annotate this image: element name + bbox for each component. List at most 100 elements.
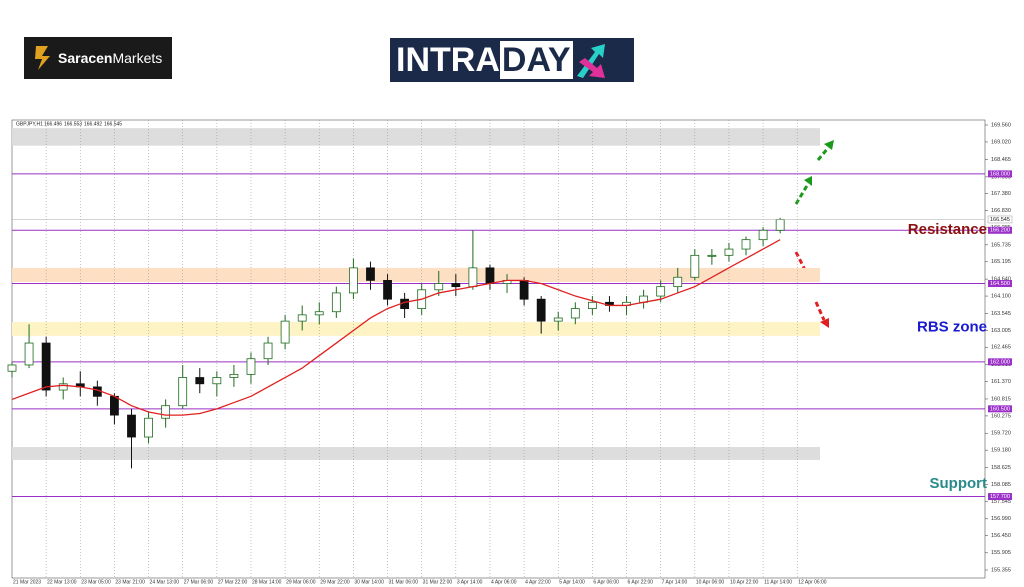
level-tag <box>988 226 1012 234</box>
x-tick-label: 4 Apr 06:00 <box>491 579 517 585</box>
y-tick-label: 157.545 <box>991 499 1011 505</box>
candle-body <box>366 267 375 281</box>
y-tick-label: 158.625 <box>991 465 1011 471</box>
candle-body <box>58 383 68 391</box>
x-tick-label: 10 Apr 06:00 <box>696 579 725 585</box>
y-tick-label: 163.005 <box>991 328 1011 334</box>
x-tick-label: 30 Mar 14:00 <box>354 579 384 585</box>
x-tick-label: 23 Mar 21:00 <box>115 579 145 585</box>
level-tag <box>988 280 1012 288</box>
x-tick-label: 27 Mar 06:00 <box>184 579 214 585</box>
y-tick-label: 159.180 <box>991 448 1011 454</box>
candle-body <box>570 308 580 319</box>
moving-average <box>11 239 781 416</box>
x-tick-label: 29 Mar 06:00 <box>286 579 316 585</box>
candle-body <box>758 229 768 241</box>
badge-arrows <box>576 44 605 78</box>
candle-body <box>127 414 136 438</box>
candle-body <box>536 298 546 322</box>
y-tick-label: 166.830 <box>991 208 1011 214</box>
candle-body <box>161 405 171 419</box>
y-tick-label: 155.905 <box>991 550 1011 556</box>
badge-left: INTRA <box>396 40 500 79</box>
x-tick-label: 27 Mar 22:00 <box>218 579 248 585</box>
candle-body <box>178 377 188 407</box>
brand-icon <box>35 46 50 70</box>
arrows <box>794 140 834 328</box>
candle-body <box>553 317 563 322</box>
y-tick-label: 159.720 <box>991 431 1011 437</box>
y-tick-label: 165.195 <box>991 259 1011 265</box>
quote-value: 166.545 <box>104 121 122 127</box>
brand-logo: SaracenMarkets <box>24 37 172 79</box>
candle-body <box>434 283 444 291</box>
candle-body <box>724 248 734 256</box>
arrow-down <box>814 301 826 321</box>
y-tick-label: 161.370 <box>991 379 1011 385</box>
y-tick-label: 158.085 <box>991 482 1011 488</box>
x-tick-label: 4 Apr 22:00 <box>525 579 551 585</box>
candle-body <box>246 358 256 375</box>
quote-value: 166.496 <box>44 121 62 127</box>
level-tag <box>988 405 1012 413</box>
arrow-head <box>804 176 812 186</box>
candle-body <box>263 342 273 360</box>
quote: 166.496 166.553 166.492 166.545 <box>44 121 122 127</box>
candle-body <box>707 254 717 257</box>
zone <box>12 128 820 146</box>
candle-body <box>41 342 51 391</box>
badge-right: DAY <box>499 41 573 79</box>
x-tick-label: 5 Apr 14:00 <box>559 579 585 585</box>
candle-body <box>485 267 495 284</box>
y-tick-label: 156.990 <box>991 516 1011 522</box>
y-tick-label: 164.640 <box>991 277 1011 283</box>
candle-body <box>741 239 751 250</box>
y-tick-label: 168.465 <box>991 157 1011 163</box>
y-tick-label: 169.560 <box>991 122 1011 128</box>
annotation: RBS zone <box>917 318 987 335</box>
candle-body <box>24 342 34 366</box>
price-tag-label: 166.545 <box>990 217 1010 223</box>
candle-body <box>383 279 392 300</box>
x-tick-label: 29 Mar 22:00 <box>320 579 350 585</box>
y-tick-label: 163.545 <box>991 311 1011 317</box>
x-tick-label: 31 Mar 06:00 <box>389 579 419 585</box>
y-tick-label: 169.020 <box>991 139 1011 145</box>
candle-body <box>451 283 461 288</box>
x-tick-label: 23 Mar 05:00 <box>81 579 111 585</box>
level-tag-label: 164.500 <box>990 281 1010 287</box>
candle-body <box>775 219 785 231</box>
plot-frame <box>11 119 986 579</box>
price-tag <box>987 215 1013 224</box>
candle-body <box>690 254 700 278</box>
candle-body <box>587 301 597 309</box>
quote-value: 166.553 <box>64 121 82 127</box>
y-tick-label: 162.465 <box>991 345 1011 351</box>
x-tick-label: 7 Apr 14:00 <box>662 579 688 585</box>
zone <box>12 322 820 336</box>
level-tag <box>988 358 1012 366</box>
x-tick-label: 28 Mar 14:00 <box>252 579 282 585</box>
candle-body <box>229 373 239 378</box>
candle-body <box>314 311 324 316</box>
arrow-up <box>794 183 810 205</box>
y-tick-label: 164.100 <box>991 294 1011 300</box>
candle-body <box>212 377 222 385</box>
x-tick-label: 22 Mar 13:00 <box>47 579 77 585</box>
candle-body <box>349 267 358 294</box>
level-tag-label: 160.500 <box>990 406 1010 412</box>
arrow-head <box>820 318 829 328</box>
x-tick-label: 6 Apr 22:00 <box>628 579 654 585</box>
x-tick-label: 6 Apr 06:00 <box>593 579 619 585</box>
annotation: Support <box>930 475 988 492</box>
candle-body <box>280 320 290 344</box>
x-tick-label: 24 Mar 13:00 <box>150 579 180 585</box>
quote-value: 166.492 <box>84 121 102 127</box>
x-tick-label: 11 Apr 14:00 <box>764 579 792 585</box>
level-tag-label: 168.000 <box>990 171 1010 177</box>
level-tag <box>988 493 1012 501</box>
candle-body <box>656 286 666 297</box>
y-tick-label: 156.450 <box>991 533 1011 539</box>
